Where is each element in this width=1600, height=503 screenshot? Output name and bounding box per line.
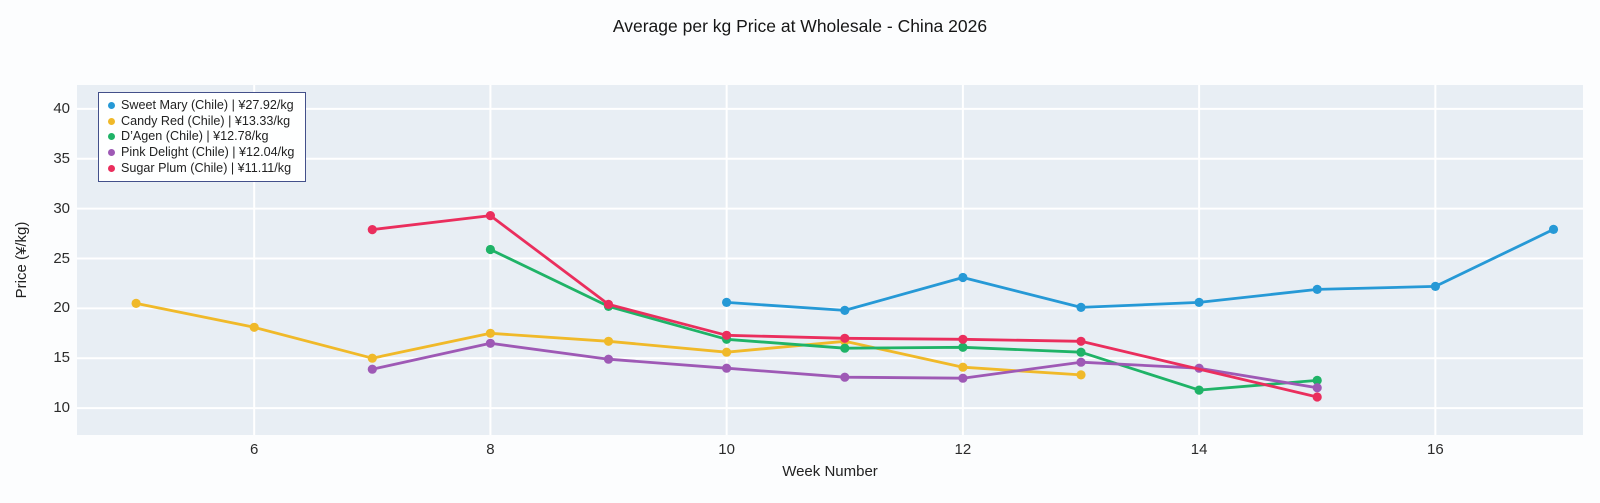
series-line-sweet-mary[interactable] [726, 228, 1555, 312]
series-dagen[interactable] [485, 244, 1322, 395]
data-point-dagen[interactable] [1312, 375, 1322, 385]
legend-item-sweet-mary[interactable]: Sweet Mary (Chile) | ¥27.92/kg [108, 98, 294, 114]
data-point-sweet-mary[interactable] [1312, 284, 1322, 294]
data-point-candy-red[interactable] [367, 353, 377, 363]
data-point-candy-red[interactable] [485, 328, 495, 338]
data-point-pink-delight[interactable] [603, 354, 614, 364]
legend-marker-icon [108, 133, 115, 141]
series-line-sugar-plum[interactable] [372, 214, 1318, 399]
legend-item-dagen[interactable]: D’Agen (Chile) | ¥12.78/kg [108, 129, 294, 145]
x-tick-label: 8 [486, 441, 495, 458]
legend-label: Pink Delight (Chile) | ¥12.04/kg [121, 145, 295, 160]
y-tick-label: 25 [53, 249, 70, 267]
legend-marker-icon [108, 164, 115, 172]
y-tick-label: 35 [53, 149, 70, 167]
legend-marker-icon [108, 117, 115, 125]
x-axis-title: Week Number [782, 463, 878, 480]
x-tick-label: 6 [250, 441, 259, 458]
y-tick-label: 15 [53, 349, 70, 367]
data-point-pink-delight[interactable] [958, 373, 968, 383]
data-point-sugar-plum[interactable] [958, 334, 968, 344]
data-point-sweet-mary[interactable] [1194, 297, 1204, 307]
data-point-candy-red[interactable] [249, 322, 259, 332]
data-point-pink-delight[interactable] [840, 372, 850, 382]
x-tick-label: 10 [718, 441, 735, 458]
x-tick-label: 12 [954, 441, 972, 458]
chart-title: Average per kg Price at Wholesale - Chin… [612, 16, 988, 36]
legend-label: D’Agen (Chile) | ¥12.78/kg [121, 129, 269, 144]
y-tick-label: 30 [53, 199, 70, 217]
legend-marker-icon [108, 102, 115, 110]
data-point-pink-delight[interactable] [1076, 357, 1086, 367]
data-point-dagen[interactable] [958, 342, 968, 352]
series-line-dagen[interactable] [489, 248, 1318, 392]
data-point-candy-red[interactable] [131, 298, 141, 308]
data-point-sugar-plum[interactable] [367, 225, 377, 235]
data-point-pink-delight[interactable] [722, 363, 732, 373]
data-point-sweet-mary[interactable] [1430, 281, 1440, 291]
plot-canvas[interactable] [77, 85, 1583, 435]
data-point-candy-red[interactable] [958, 362, 968, 372]
y-axis-title: Price (¥/kg) [13, 221, 30, 299]
data-point-pink-delight[interactable] [1312, 383, 1322, 393]
data-point-sugar-plum[interactable] [485, 211, 495, 221]
y-tick-label: 40 [53, 99, 70, 117]
series-sugar-plum[interactable] [367, 211, 1322, 402]
data-point-candy-red[interactable] [1076, 370, 1086, 380]
x-tick-label: 14 [1190, 441, 1208, 458]
legend-label: Sweet Mary (Chile) | ¥27.92/kg [121, 98, 294, 113]
data-point-dagen[interactable] [1194, 385, 1204, 395]
data-point-dagen[interactable] [1076, 347, 1086, 357]
legend-label: Sugar Plum (Chile) | ¥11.11/kg [121, 160, 292, 175]
data-point-pink-delight[interactable] [367, 364, 377, 374]
x-tick-label: 16 [1427, 441, 1444, 458]
y-tick-label: 20 [53, 299, 70, 317]
series-pink-delight[interactable] [367, 338, 1322, 393]
legend-item-pink-delight[interactable]: Pink Delight (Chile) | ¥12.04/kg [108, 145, 294, 161]
data-point-sugar-plum[interactable] [722, 330, 732, 340]
legend-item-sugar-plum[interactable]: Sugar Plum (Chile) | ¥11.11/kg [108, 160, 294, 176]
data-point-sweet-mary[interactable] [1076, 302, 1086, 312]
series-sweet-mary[interactable] [722, 224, 1559, 315]
data-point-sweet-mary[interactable] [722, 297, 732, 307]
y-tick-label: 10 [53, 399, 70, 417]
plot-area: Sweet Mary (Chile) | ¥27.92/kg Candy Red … [77, 85, 1583, 435]
data-point-dagen[interactable] [485, 244, 495, 255]
legend: Sweet Mary (Chile) | ¥27.92/kg Candy Red … [98, 92, 307, 182]
data-point-sugar-plum[interactable] [1312, 392, 1322, 402]
data-point-candy-red[interactable] [603, 336, 614, 346]
data-point-sweet-mary[interactable] [958, 272, 968, 283]
data-point-sweet-mary[interactable] [840, 305, 850, 315]
data-point-candy-red[interactable] [722, 347, 732, 357]
data-point-sweet-mary[interactable] [1548, 224, 1559, 234]
legend-item-candy-red[interactable]: Candy Red (Chile) | ¥13.33/kg [108, 114, 294, 130]
data-point-pink-delight[interactable] [485, 338, 495, 348]
data-point-dagen[interactable] [840, 343, 850, 353]
data-point-sugar-plum[interactable] [603, 299, 614, 309]
legend-label: Candy Red (Chile) | ¥13.33/kg [121, 113, 291, 128]
data-point-sugar-plum[interactable] [1076, 336, 1086, 346]
legend-marker-icon [108, 149, 115, 157]
data-point-sugar-plum[interactable] [840, 333, 850, 343]
